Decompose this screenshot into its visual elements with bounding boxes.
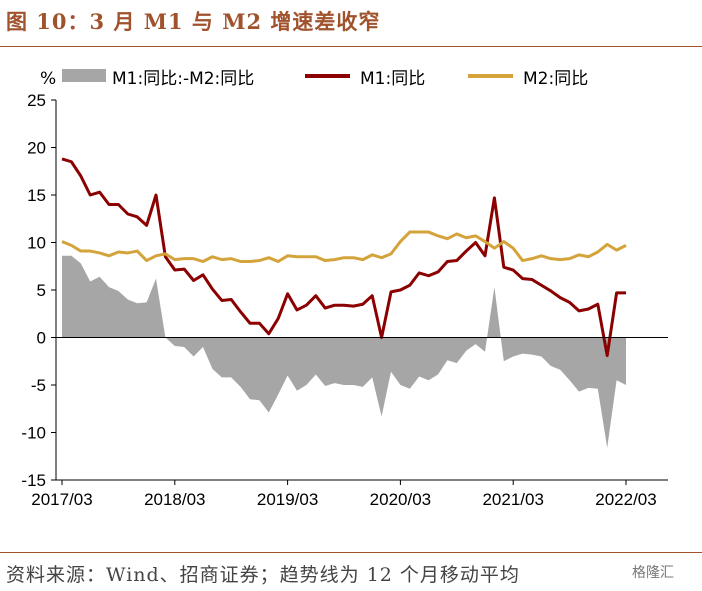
chart-legend: % M1:同比:-M2:同比 M1:同比 M2:同比 [40, 69, 588, 89]
y-tick-label: 5 [37, 281, 46, 300]
legend-label-m1: M1:同比 [360, 69, 425, 89]
x-tick-label: 2021/03 [482, 490, 543, 509]
watermark-logo: 格隆汇 [632, 564, 674, 580]
series-line-m2 [61, 230, 627, 263]
y-tick-label: 15 [27, 186, 46, 205]
y-tick-label: -10 [21, 424, 46, 443]
legend-label-spread: M1:同比:-M2:同比 [112, 69, 254, 89]
series-line-m1 [61, 157, 626, 358]
figure-title: 图 10：3 月 M1 与 M2 增速差收窄 [6, 9, 381, 34]
y-axis-unit-label: % [40, 69, 56, 89]
y-tick-label: 0 [37, 329, 46, 348]
legend-swatch-spread [62, 69, 106, 82]
y-tick-label: -15 [21, 471, 46, 490]
y-tick-label: -5 [31, 376, 46, 395]
title-divider [0, 46, 702, 47]
x-tick-label: 2017/03 [31, 490, 92, 509]
source-divider [0, 552, 702, 553]
x-tick-label: 2019/03 [257, 490, 318, 509]
legend-label-m2: M2:同比 [523, 69, 588, 89]
y-tick-label: 20 [27, 139, 46, 158]
x-tick-label: 2020/03 [370, 490, 431, 509]
y-tick-label: 25 [27, 91, 46, 110]
chart-axes: -15 -10 -5 0 5 10 15 20 25 2017/03 2018/03 2019/03 2… [21, 91, 668, 509]
plot-area [61, 157, 627, 448]
x-tick-label: 2022/03 [595, 490, 656, 509]
x-tick-label: 2018/03 [144, 490, 205, 509]
y-tick-label: 10 [27, 234, 46, 253]
series-area-m1-minus-m2 [62, 255, 626, 448]
chart-canvas: % M1:同比:-M2:同比 M1:同比 M2:同比 -15 -10 -5 0 5 10 1… [21, 69, 668, 509]
source-note: 资料来源：Wind、招商证券；趋势线为 12 个月移动平均 [6, 564, 520, 586]
